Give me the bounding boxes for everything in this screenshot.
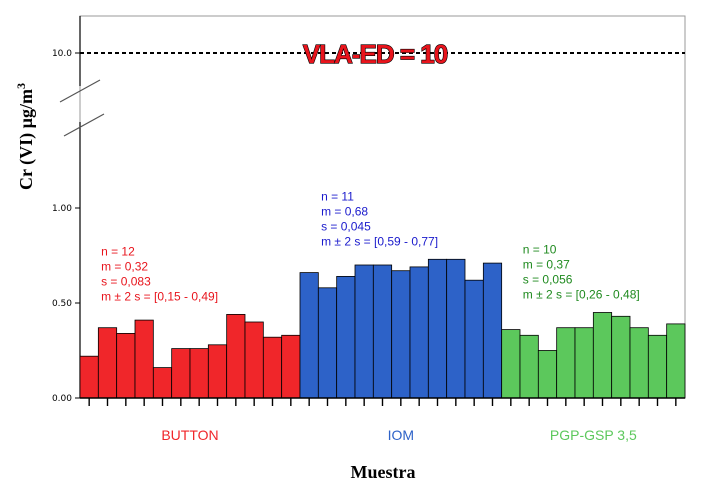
y-axis-title: Cr (VI) µg/m3 [14,83,37,190]
bar [391,270,411,399]
y-axis-title-main: Cr (VI) µg/m [16,89,37,190]
bar [244,321,264,399]
group-label: PGP-GSP 3,5 [550,427,637,443]
bar [171,348,191,399]
group-label: IOM [388,427,414,443]
bar [116,332,136,399]
bar [446,258,466,399]
stat-line: s = 0,083 [101,274,151,288]
bar [647,334,668,399]
axis-break-mark-bottom [63,113,105,137]
bar [592,312,613,399]
bar [189,348,209,399]
stat-line: s = 0,056 [523,273,573,287]
bar [427,258,448,399]
break-tick-label: 10.0 [52,49,72,59]
bars [79,258,686,399]
bar [262,336,283,399]
bar [464,279,484,399]
bar [574,327,594,399]
bar [629,327,649,399]
bar [226,313,246,399]
bar [537,350,558,399]
bar [134,319,154,399]
bar [556,327,576,399]
stat-line: m ± 2 s = [0,26 - 0,48] [523,288,640,302]
group-label: BUTTON [161,427,218,443]
bar [152,367,173,399]
bar [372,264,393,399]
stat-line: m = 0,37 [523,258,570,272]
y-ticks: 0.00 0.50 1.00 [52,204,80,404]
stat-line: m ± 2 s = [0,15 - 0,49] [101,289,218,303]
bar [317,287,338,399]
bar [79,355,99,399]
y-tick-label: 0.00 [52,394,72,404]
bar [501,329,521,399]
bar [97,327,118,399]
group-labels: BUTTON IOM PGP-GSP 3,5 [161,427,637,443]
y-tick-label: 1.00 [52,204,72,214]
stat-line: m = 0,68 [321,204,368,218]
stat-line: n = 11 [321,189,354,203]
bar [354,264,374,399]
bar [207,344,228,399]
stat-line: s = 0,045 [321,219,371,233]
reference-line-label: VLA-ED = 10 [303,39,448,69]
bar [482,262,503,399]
bar [611,315,631,399]
stat-line: m = 0,32 [101,259,148,273]
bar [409,266,429,399]
bar [666,323,686,399]
bar [281,334,301,399]
stat-line: n = 12 [101,244,135,258]
stat-line: n = 10 [523,243,557,257]
bar [519,334,539,399]
x-axis-title: Muestra [351,462,416,482]
bar [336,275,356,399]
y-axis-title-sup: 3 [14,83,28,89]
x-ticks [88,398,677,406]
stat-line: m ± 2 s = [0,59 - 0,77] [321,234,438,248]
axis-break-mark-top [59,79,101,103]
bar [299,272,319,399]
y-tick-label: 0.50 [52,299,72,309]
